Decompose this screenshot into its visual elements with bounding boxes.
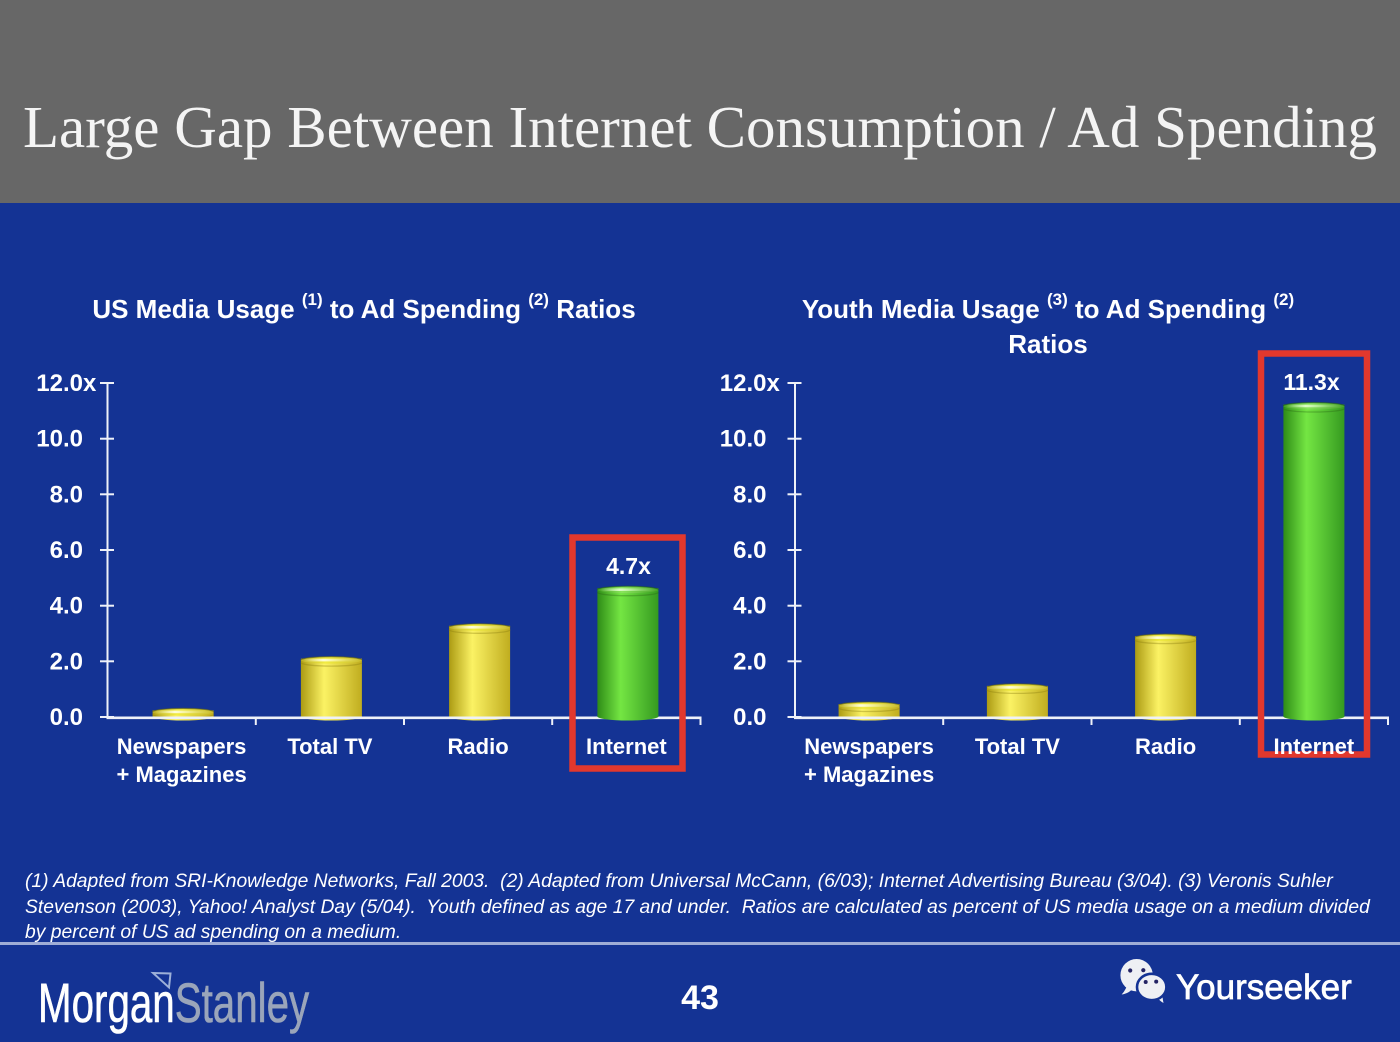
svg-text:Internet: Internet (586, 734, 667, 759)
svg-text:Newspapers: Newspapers (117, 734, 247, 759)
svg-text:Total TV: Total TV (975, 734, 1060, 759)
svg-text:6.0: 6.0 (733, 537, 766, 564)
svg-text:12.0: 12.0 (720, 370, 767, 397)
svg-text:12.0: 12.0 (36, 370, 83, 397)
svg-text:4.0: 4.0 (733, 593, 766, 620)
svg-text:+ Magazines: + Magazines (116, 762, 246, 787)
svg-text:0.0: 0.0 (733, 704, 766, 731)
svg-text:Ratios: Ratios (1008, 329, 1087, 359)
svg-text:4.7x: 4.7x (606, 553, 651, 579)
svg-text:Radio: Radio (1135, 734, 1196, 759)
svg-text:Total TV: Total TV (287, 734, 372, 759)
svg-text:Internet: Internet (1274, 734, 1355, 759)
svg-text:10.0: 10.0 (36, 426, 83, 453)
svg-text:8.0: 8.0 (733, 481, 766, 508)
svg-text:0.0: 0.0 (50, 704, 83, 731)
svg-text:6.0: 6.0 (50, 537, 83, 564)
svg-text:Radio: Radio (448, 734, 509, 759)
svg-text:x: x (83, 370, 97, 397)
svg-text:x: x (767, 370, 781, 397)
svg-text:Newspapers: Newspapers (804, 734, 934, 759)
svg-text:Youth Media Usage (3) to Ad Sp: Youth Media Usage (3) to Ad Spending (2) (802, 290, 1294, 324)
svg-text:10.0: 10.0 (720, 426, 767, 453)
svg-text:4.0: 4.0 (50, 593, 83, 620)
svg-text:US Media Usage (1) to Ad Spend: US Media Usage (1) to Ad Spending (2) Ra… (92, 290, 635, 324)
svg-text:2.0: 2.0 (733, 648, 766, 675)
svg-text:+ Magazines: + Magazines (804, 762, 934, 787)
svg-text:11.3x: 11.3x (1283, 369, 1339, 395)
svg-text:2.0: 2.0 (50, 648, 83, 675)
svg-text:8.0: 8.0 (50, 481, 83, 508)
